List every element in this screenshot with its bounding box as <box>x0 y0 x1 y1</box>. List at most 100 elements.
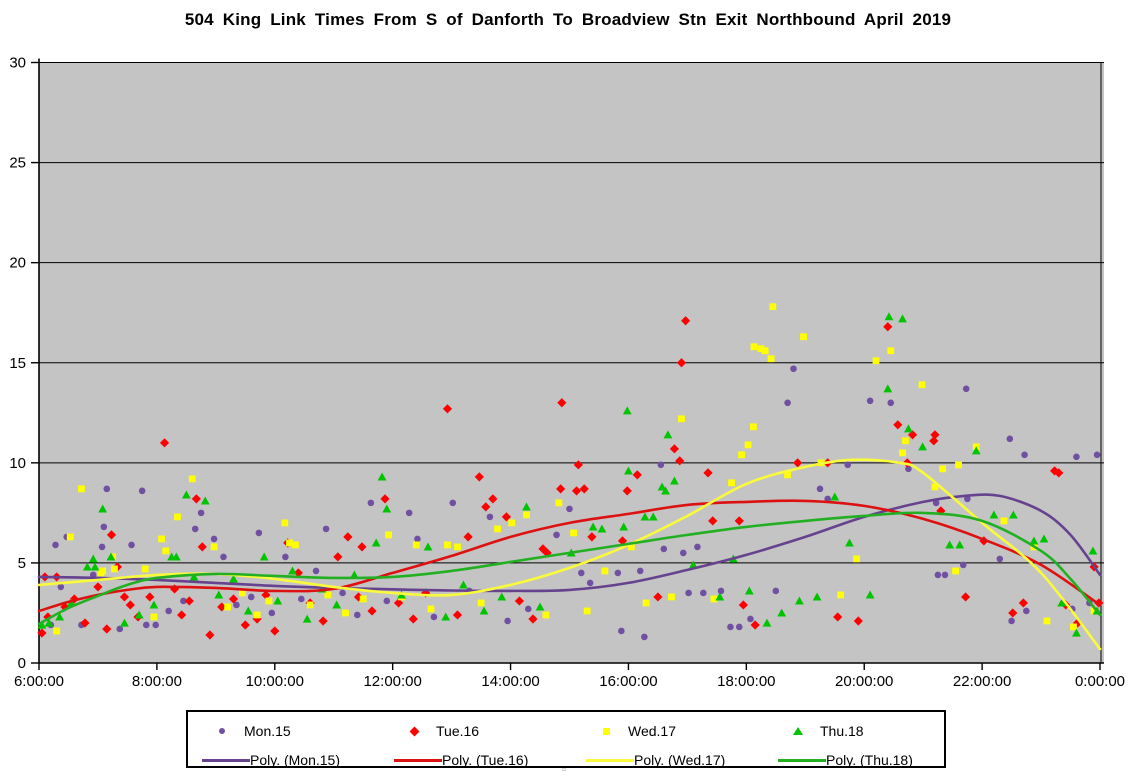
point-Thu.18 <box>288 566 297 575</box>
point-Mon.15 <box>694 543 701 551</box>
point-Thu.18 <box>918 442 927 451</box>
point-Thu.18 <box>423 542 433 551</box>
point-Tue.16 <box>217 602 227 612</box>
point-Tue.16 <box>452 610 463 620</box>
point-Thu.18 <box>171 552 181 561</box>
point-Wed.17 <box>224 603 232 611</box>
point-Wed.17 <box>678 415 685 423</box>
point-Mon.15 <box>255 529 263 537</box>
point-Tue.16 <box>474 472 484 482</box>
point-Thu.18 <box>661 486 670 495</box>
poly-thu18-line-icon <box>778 758 826 762</box>
point-Mon.15 <box>282 553 289 561</box>
point-Wed.17 <box>887 347 895 355</box>
point-Mon.15 <box>932 499 940 507</box>
point-Thu.18 <box>597 524 607 533</box>
point-Thu.18 <box>663 430 673 439</box>
point-Thu.18 <box>648 512 658 521</box>
point-Tue.16 <box>357 542 367 552</box>
point-Thu.18 <box>1008 510 1018 519</box>
point-Mon.15 <box>322 525 330 533</box>
point-Mon.15 <box>414 535 421 543</box>
point-Tue.16 <box>738 600 748 610</box>
point-Mon.15 <box>964 495 971 503</box>
point-Tue.16 <box>929 436 939 446</box>
legend-label: Poly. (Wed.17) <box>634 752 726 768</box>
x-tick-label: 10:00:00 <box>246 673 304 690</box>
chart-title: 504 King Link Times From S of Danforth T… <box>184 10 952 29</box>
point-Wed.17 <box>769 303 777 311</box>
point-Wed.17 <box>728 479 735 487</box>
point-Thu.18 <box>229 574 238 583</box>
point-Wed.17 <box>1000 517 1008 525</box>
point-Mon.15 <box>996 555 1004 563</box>
point-Wed.17 <box>324 591 332 599</box>
point-Mon.15 <box>1021 451 1028 459</box>
point-Thu.18 <box>332 600 342 609</box>
point-Tue.16 <box>1054 468 1064 478</box>
point-Wed.17 <box>1043 617 1051 625</box>
point-Wed.17 <box>523 511 530 519</box>
point-Wed.17 <box>359 595 367 603</box>
point-Wed.17 <box>477 599 485 607</box>
point-Thu.18 <box>619 522 629 531</box>
point-Tue.16 <box>883 322 893 332</box>
point-Thu.18 <box>37 620 47 629</box>
y-tick-label: 25 <box>9 155 26 172</box>
point-Wed.17 <box>342 609 349 617</box>
point-Mon.15 <box>116 625 124 633</box>
point-Thu.18 <box>904 424 913 433</box>
legend-item-poly-wed17: Poly. (Wed.17) <box>586 750 725 770</box>
point-Thu.18 <box>898 314 907 323</box>
point-Mon.15 <box>657 461 665 469</box>
legend-item-mon15: Mon.15 <box>212 721 291 741</box>
point-Mon.15 <box>354 611 361 619</box>
point-Thu.18 <box>640 512 650 521</box>
wed17-square-icon <box>596 727 616 735</box>
point-Mon.15 <box>747 615 754 623</box>
point-Wed.17 <box>872 357 880 365</box>
point-Tue.16 <box>119 592 130 602</box>
legend-label: Poly. (Tue.16) <box>442 752 529 768</box>
point-Tue.16 <box>1050 466 1060 476</box>
point-Mon.15 <box>1093 451 1101 459</box>
point-Wed.17 <box>955 461 962 469</box>
point-Thu.18 <box>762 618 772 627</box>
point-Thu.18 <box>479 606 489 615</box>
point-Tue.16 <box>708 516 718 526</box>
point-Mon.15 <box>210 535 218 543</box>
point-Wed.17 <box>494 525 501 533</box>
x-tick-label: 22:00:00 <box>953 673 1011 690</box>
point-Thu.18 <box>1088 546 1098 555</box>
point-Mon.15 <box>449 499 457 507</box>
point-Wed.17 <box>750 423 757 431</box>
point-Wed.17 <box>385 531 392 539</box>
point-Mon.15 <box>700 589 707 597</box>
poly-tue16-line-icon <box>394 758 442 762</box>
x-tick-label: 8:00:00 <box>132 673 182 690</box>
point-Mon.15 <box>103 485 111 493</box>
point-Mon.15 <box>717 587 725 595</box>
y-tick-label: 30 <box>9 55 26 72</box>
point-Thu.18 <box>1039 534 1049 543</box>
point-Tue.16 <box>528 614 538 624</box>
point-Tue.16 <box>333 552 343 562</box>
point-Tue.16 <box>318 616 328 626</box>
point-Tue.16 <box>853 616 863 626</box>
point-Thu.18 <box>259 552 269 561</box>
trendline-Poly. (Tue.16) <box>37 499 1102 613</box>
point-Mon.15 <box>312 567 320 575</box>
point-Mon.15 <box>934 571 942 579</box>
trendline-Poly. (Thu.18) <box>37 511 1102 626</box>
point-Mon.15 <box>685 589 692 597</box>
x-tick-label: 20:00:00 <box>835 673 893 690</box>
legend-item-poly-thu18: Poly. (Thu.18) <box>778 750 913 770</box>
point-Wed.17 <box>899 449 906 457</box>
point-Thu.18 <box>688 560 698 569</box>
point-Wed.17 <box>853 555 860 563</box>
point-Tue.16 <box>37 628 47 638</box>
point-Wed.17 <box>265 597 273 605</box>
point-Mon.15 <box>430 613 438 621</box>
